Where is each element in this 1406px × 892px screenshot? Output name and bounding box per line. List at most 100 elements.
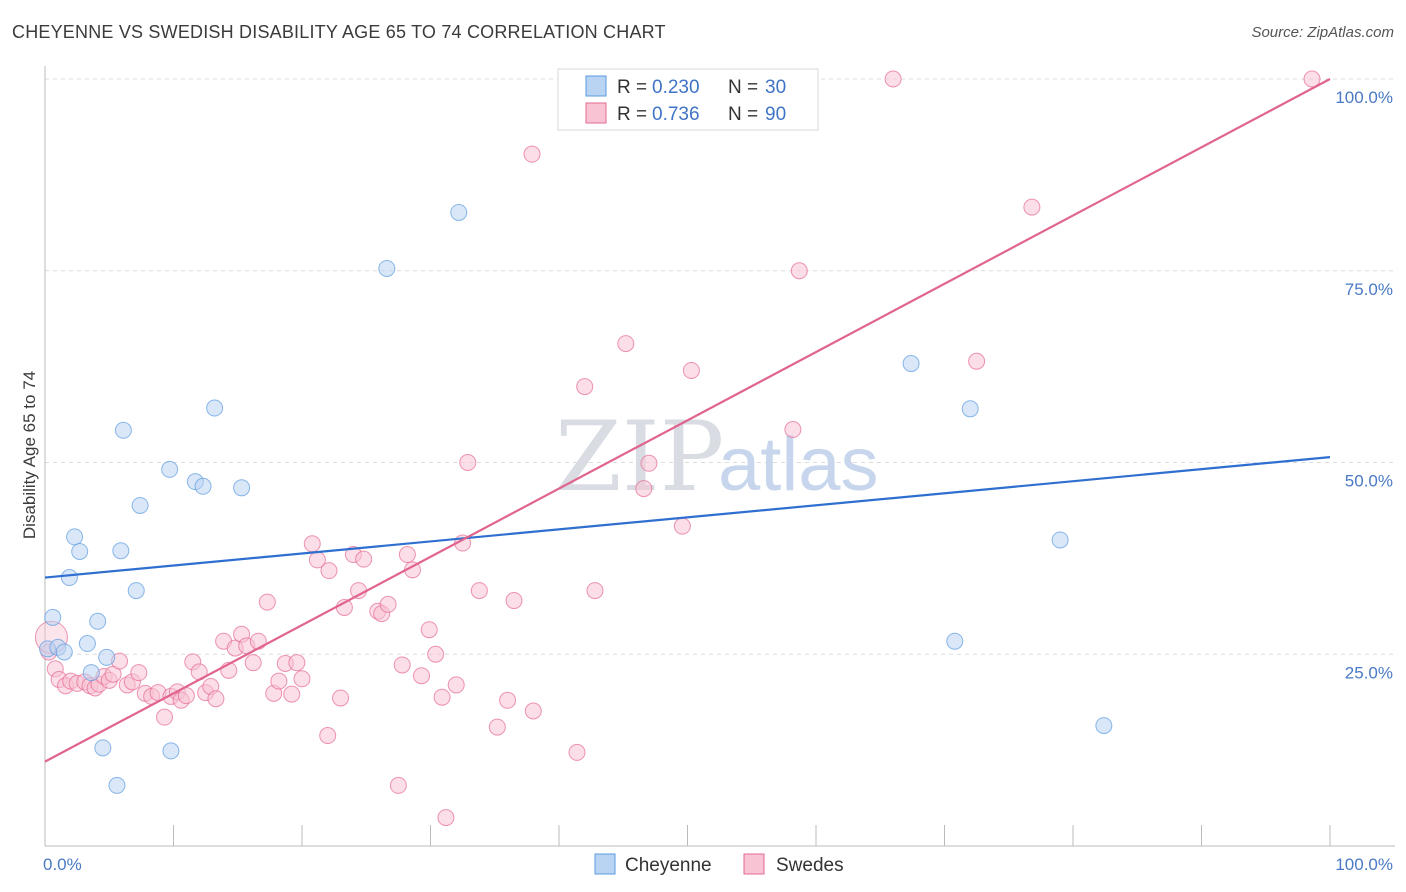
cheyenne-point [946, 632, 964, 650]
legend-n-label-swedes: N = [728, 104, 758, 125]
legend-n-label-cheyenne: N = [728, 77, 758, 98]
swedes-point [320, 562, 338, 580]
cheyenne-point [162, 742, 180, 760]
cheyenne-point [114, 421, 132, 439]
trend-lines [44, 78, 1331, 763]
cheyenne-point [1095, 717, 1113, 735]
swedes-point [1023, 198, 1041, 216]
bottom-legend-swedes: Swedes [776, 855, 844, 876]
legend-r-value-cheyenne: 0.230 [652, 77, 700, 98]
cheyenne-point [378, 259, 396, 277]
watermark: ZIP atlas [555, 401, 879, 513]
axes [44, 66, 1395, 847]
swedes-point [355, 550, 373, 568]
source-label: Source: ZipAtlas.com [1251, 24, 1394, 41]
swedes-point [524, 702, 542, 720]
cheyenne-point [161, 460, 179, 478]
swedes-point [470, 582, 488, 600]
swedes-point [130, 664, 148, 682]
swedes-point [270, 672, 288, 690]
swedes-point [682, 361, 700, 379]
cheyenne-point [450, 203, 468, 221]
series-cheyenne-points [39, 203, 1113, 794]
x-tick-label-0: 0.0% [43, 855, 82, 874]
chart-title: CHEYENNE VS SWEDISH DISABILITY AGE 65 TO… [12, 22, 666, 42]
cheyenne-point [902, 355, 920, 373]
cheyenne-point [206, 399, 224, 417]
legend-swatch-cheyenne [585, 75, 607, 97]
cheyenne-point [108, 776, 126, 794]
cheyenne-point [112, 542, 130, 560]
swedes-point [288, 654, 306, 672]
cheyenne-point [66, 528, 84, 546]
swedes-point [884, 70, 902, 88]
swedes-point [207, 690, 225, 708]
cheyenne-trend-line [44, 456, 1331, 579]
y-tick-label-75: 75.0% [1345, 280, 1393, 299]
swedes-point [156, 708, 174, 726]
swedes-point [258, 593, 276, 611]
swedes-point [505, 592, 523, 610]
cheyenne-point [71, 542, 89, 560]
swedes-point [319, 727, 337, 745]
stats-legend: R = 0.230 N = 30 R = 0.736 N = 90 [557, 68, 819, 131]
x-tick-label-100: 100.0% [1335, 855, 1393, 874]
swedes-point [784, 421, 802, 439]
swedes-point [283, 685, 301, 703]
swedes-point [413, 667, 431, 685]
swedes-point [640, 454, 658, 472]
cheyenne-point [60, 569, 78, 587]
bottom-legend-cheyenne: Cheyenne [625, 855, 712, 876]
cheyenne-point [55, 643, 73, 661]
cheyenne-point [131, 496, 149, 514]
legend-n-value-swedes: 90 [765, 104, 786, 125]
cheyenne-point [233, 479, 251, 497]
cheyenne-point [127, 582, 145, 600]
swedes-point [459, 454, 477, 471]
swedes-point [393, 656, 411, 674]
swedes-point [293, 670, 311, 688]
cheyenne-point [89, 612, 107, 630]
cheyenne-point [194, 477, 212, 495]
watermark-zip: ZIP [555, 401, 724, 513]
legend-swatch-swedes [585, 102, 607, 124]
cheyenne-point [44, 608, 62, 626]
y-tick-label-50: 50.0% [1345, 472, 1393, 491]
swedes-point [523, 145, 541, 163]
swedes-point [249, 632, 267, 650]
legend-r-value-swedes: 0.736 [652, 104, 700, 125]
swedes-point [379, 595, 397, 613]
swedes-point [398, 546, 416, 564]
gridlines [45, 78, 1395, 655]
legend-r-label-swedes: R = [617, 104, 647, 125]
swedes-point [244, 654, 262, 672]
legend-n-value-cheyenne: 30 [765, 77, 786, 98]
swedes-point [488, 718, 506, 736]
swedes-point [635, 480, 653, 498]
swedes-point [332, 689, 350, 707]
swedes-point [420, 621, 438, 639]
swedes-point [499, 691, 517, 709]
legend-r-label-cheyenne: R = [617, 77, 647, 98]
bottom-legend-swatch-swedes [743, 853, 765, 875]
cheyenne-point [94, 739, 112, 757]
cheyenne-point [961, 400, 979, 418]
y-axis-title: Disability Age 65 to 74 [20, 371, 39, 539]
series-legend: Cheyenne Swedes [594, 853, 844, 876]
swedes-point [673, 517, 691, 535]
swedes-point [617, 335, 635, 353]
swedes-point [576, 378, 594, 396]
swedes-point [968, 352, 986, 370]
cheyenne-point [98, 648, 116, 666]
swedes-trend-line [44, 78, 1331, 763]
swedes-point [389, 776, 407, 794]
swedes-point [427, 645, 445, 663]
tick-labels: 25.0% 50.0% 75.0% 100.0% 0.0% 100.0% [43, 88, 1393, 874]
swedes-point [790, 262, 808, 280]
y-tick-label-100: 100.0% [1335, 88, 1393, 107]
swedes-point [437, 809, 455, 827]
swedes-point [1303, 70, 1321, 88]
y-tick-label-25: 25.0% [1345, 663, 1393, 682]
swedes-point [447, 676, 465, 694]
